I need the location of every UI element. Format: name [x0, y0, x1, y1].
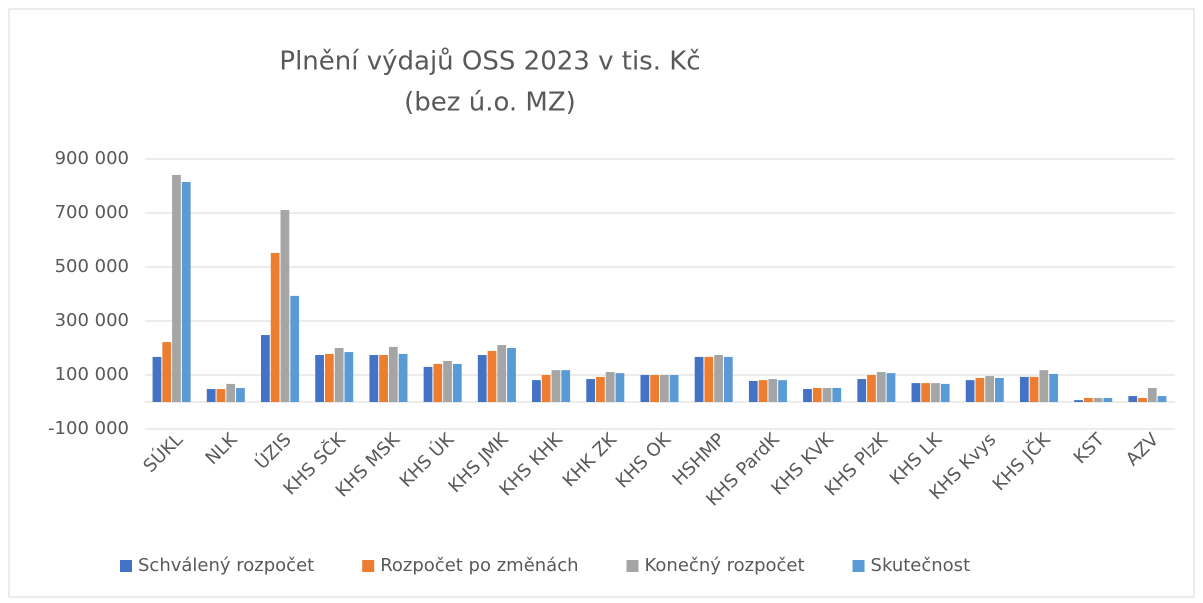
y-tick-label: 100 000	[55, 364, 129, 385]
bar	[1049, 373, 1058, 402]
bar	[911, 383, 921, 402]
bar	[822, 387, 832, 402]
bar	[615, 373, 625, 402]
bar	[1019, 376, 1029, 402]
legend-label: Konečný rozpočet	[645, 555, 805, 576]
bar	[931, 383, 940, 402]
bar	[443, 360, 452, 402]
bar	[388, 346, 398, 402]
bar	[206, 389, 216, 402]
bar	[1128, 396, 1138, 402]
legend-label: Rozpočet po změnách	[380, 555, 578, 576]
bar	[497, 345, 507, 402]
y-tick-label: 900 000	[55, 148, 129, 169]
bar	[995, 377, 1004, 402]
bar	[1103, 397, 1113, 402]
bar	[551, 370, 561, 402]
bar	[1039, 370, 1049, 402]
bar	[487, 350, 497, 402]
bar	[152, 356, 162, 402]
legend-label: Schválený rozpočet	[138, 555, 314, 576]
bar	[1147, 387, 1157, 402]
bar	[181, 181, 191, 402]
bar	[1074, 400, 1083, 402]
bar	[1093, 397, 1103, 402]
bar	[778, 380, 787, 402]
bar	[596, 376, 605, 402]
bar	[290, 295, 300, 402]
bar	[1157, 396, 1167, 402]
bar	[507, 348, 516, 402]
bar	[921, 383, 931, 402]
bar	[586, 379, 596, 402]
bar	[940, 383, 950, 402]
chart-subtitle: (bez ú.o. MZ)	[404, 88, 576, 118]
bar	[236, 387, 245, 402]
bar	[660, 375, 669, 402]
bar	[379, 355, 388, 402]
bar	[694, 356, 704, 402]
bar	[226, 383, 236, 402]
legend-label: Skutečnost	[871, 555, 971, 576]
bar	[650, 375, 659, 402]
bar	[452, 363, 462, 402]
bar	[965, 380, 975, 402]
bar	[669, 375, 679, 402]
bar	[714, 355, 723, 402]
bar	[315, 355, 324, 402]
bar	[812, 387, 822, 402]
bar	[477, 355, 487, 402]
bar	[640, 375, 650, 402]
y-tick-label: -100 000	[48, 418, 129, 439]
bar	[803, 389, 812, 402]
y-tick-label: 700 000	[55, 202, 129, 223]
bar	[704, 356, 714, 402]
bar	[270, 252, 280, 402]
bar	[433, 363, 443, 402]
bar	[867, 375, 876, 402]
bar	[832, 387, 842, 402]
bar	[857, 379, 867, 402]
bar	[334, 348, 344, 402]
bar	[886, 373, 896, 402]
bar	[541, 375, 551, 402]
bar	[172, 174, 181, 402]
bar	[605, 372, 615, 402]
bar	[216, 389, 226, 402]
bar	[162, 342, 172, 402]
legend-swatch	[120, 560, 132, 572]
y-tick-label: 500 000	[55, 256, 129, 277]
bar	[748, 380, 758, 402]
bar	[561, 370, 571, 402]
legend-swatch	[626, 560, 639, 572]
bar	[532, 380, 541, 402]
bar	[985, 376, 995, 402]
bar	[398, 353, 408, 402]
bar	[280, 210, 290, 402]
y-tick-label: 300 000	[55, 310, 129, 331]
bar	[758, 380, 768, 402]
legend-swatch	[852, 560, 865, 572]
bar	[723, 356, 733, 402]
bar	[768, 379, 778, 402]
bar	[423, 366, 433, 402]
legend-swatch	[362, 560, 375, 572]
bar	[261, 335, 270, 402]
bar	[975, 377, 985, 402]
bar	[324, 353, 334, 402]
bar	[1138, 397, 1147, 402]
chart-border	[8, 8, 1195, 598]
bar	[1083, 397, 1093, 402]
bar	[344, 352, 354, 402]
bar	[369, 355, 379, 402]
bar	[1029, 376, 1039, 402]
chart-title: Plnění výdajů OSS 2023 v tis. Kč	[279, 47, 700, 77]
bar	[876, 372, 886, 402]
